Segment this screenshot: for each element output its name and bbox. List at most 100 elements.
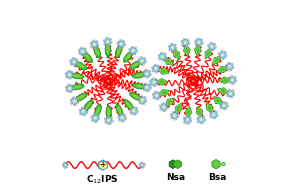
Circle shape [196,39,202,46]
Circle shape [161,55,164,58]
Circle shape [173,114,176,117]
Ellipse shape [96,107,100,115]
Circle shape [153,92,160,99]
Polygon shape [164,58,174,65]
Circle shape [171,46,174,49]
Text: +: + [100,160,106,169]
Polygon shape [221,78,228,82]
Circle shape [63,163,68,167]
Polygon shape [155,78,168,85]
Circle shape [192,80,195,82]
Polygon shape [158,68,169,74]
Polygon shape [219,89,226,93]
Polygon shape [160,69,167,73]
Circle shape [140,163,144,167]
Polygon shape [197,108,202,115]
Circle shape [82,110,85,113]
Circle shape [91,41,98,48]
Circle shape [141,99,144,101]
Polygon shape [158,89,170,96]
Polygon shape [184,44,190,56]
Circle shape [120,43,122,45]
Circle shape [221,54,224,56]
Circle shape [198,41,200,43]
Circle shape [229,65,231,68]
Circle shape [161,104,167,110]
Polygon shape [158,80,166,84]
Ellipse shape [77,63,85,68]
Ellipse shape [94,45,101,58]
Circle shape [186,119,189,121]
Ellipse shape [131,62,139,68]
Ellipse shape [70,73,84,79]
Ellipse shape [132,94,140,99]
Circle shape [73,61,75,63]
Ellipse shape [135,74,144,77]
Polygon shape [98,160,107,170]
Ellipse shape [106,45,109,54]
Circle shape [119,115,125,121]
Circle shape [107,80,110,82]
Polygon shape [174,160,181,169]
Circle shape [80,108,87,115]
Circle shape [211,111,217,118]
Circle shape [221,102,227,109]
Polygon shape [194,44,201,56]
Ellipse shape [85,102,91,109]
Circle shape [222,162,225,166]
Circle shape [106,41,109,43]
Ellipse shape [123,51,133,62]
Circle shape [71,98,78,105]
Polygon shape [175,103,181,114]
Circle shape [223,104,225,107]
Circle shape [184,117,191,123]
Circle shape [191,78,196,84]
Circle shape [219,52,226,58]
Polygon shape [218,77,231,84]
Polygon shape [214,58,219,63]
Circle shape [212,113,215,116]
Ellipse shape [75,93,87,101]
Circle shape [226,63,233,70]
Polygon shape [219,68,226,71]
Circle shape [130,47,136,54]
Ellipse shape [85,54,91,61]
Ellipse shape [129,92,142,101]
Polygon shape [206,103,213,113]
Circle shape [66,71,73,78]
Polygon shape [217,88,229,94]
Circle shape [229,77,236,83]
Circle shape [107,119,110,122]
Ellipse shape [73,74,82,78]
Ellipse shape [135,84,144,88]
Ellipse shape [129,61,141,69]
Circle shape [141,164,143,166]
Polygon shape [161,91,167,94]
Polygon shape [215,98,221,103]
Circle shape [211,45,213,48]
Circle shape [139,97,146,104]
Circle shape [104,39,111,45]
Polygon shape [205,48,211,59]
Circle shape [144,84,150,91]
Circle shape [169,44,176,51]
Circle shape [227,90,234,97]
Polygon shape [174,49,180,60]
Polygon shape [212,160,220,169]
Circle shape [94,117,96,119]
Circle shape [146,86,148,89]
Ellipse shape [126,101,132,108]
Ellipse shape [95,47,99,56]
Circle shape [106,78,111,84]
Circle shape [139,58,145,64]
Ellipse shape [73,85,82,89]
Circle shape [229,92,232,95]
Ellipse shape [115,45,122,58]
Circle shape [198,116,204,123]
Polygon shape [176,105,180,112]
Circle shape [121,117,123,119]
Circle shape [66,85,73,92]
Circle shape [155,67,157,70]
Circle shape [106,117,112,124]
Text: C$_{12}$IPS: C$_{12}$IPS [86,174,119,186]
